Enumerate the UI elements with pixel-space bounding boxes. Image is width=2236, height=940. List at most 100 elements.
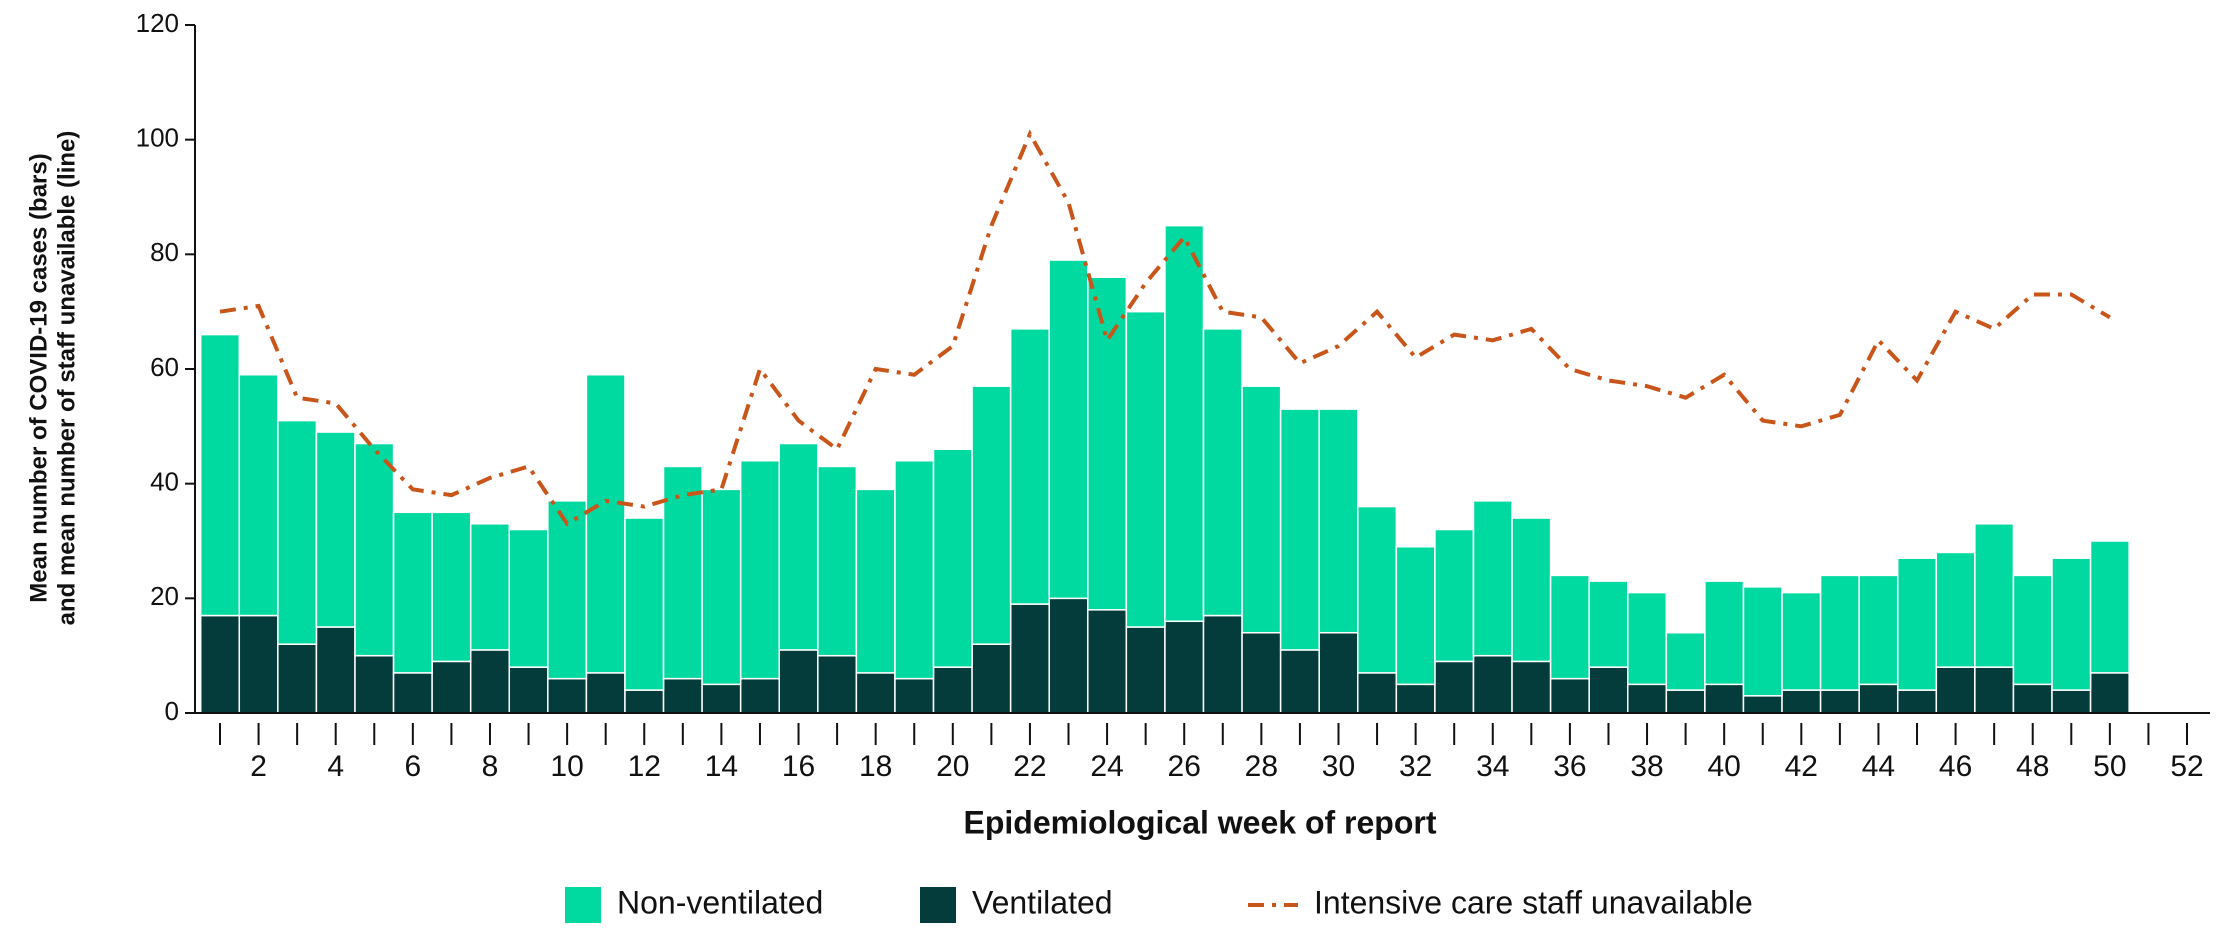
bar <box>1472 500 1513 657</box>
x-tick-label: 20 <box>936 750 969 783</box>
bar <box>1048 597 1089 714</box>
bar <box>1858 683 1899 714</box>
bar <box>315 431 356 628</box>
y-tick-label: 100 <box>136 123 179 153</box>
bar <box>1202 328 1243 617</box>
bar <box>1087 276 1128 611</box>
bar <box>739 677 780 714</box>
bar <box>1357 505 1398 674</box>
x-tick-label: 30 <box>1322 750 1355 783</box>
y-tick-label: 120 <box>136 8 179 38</box>
bar <box>585 672 626 714</box>
bar <box>739 459 780 680</box>
x-tick-label: 50 <box>2093 750 2126 783</box>
y-tick-label: 80 <box>150 237 179 267</box>
bar <box>932 666 973 714</box>
bar <box>1357 672 1398 714</box>
y-tick-label: 20 <box>150 581 179 611</box>
bar <box>2051 557 2092 691</box>
bar <box>469 649 511 714</box>
bar <box>469 523 511 651</box>
legend-item: Ventilated <box>920 884 1113 923</box>
x-tick-label: 6 <box>404 750 421 783</box>
x-tick-label: 24 <box>1090 750 1123 783</box>
bar <box>315 626 356 714</box>
x-tick-label: 12 <box>628 750 661 783</box>
bar <box>1395 545 1436 686</box>
bar <box>1048 259 1089 600</box>
x-tick-label: 8 <box>482 750 499 783</box>
x-tick-label: 28 <box>1245 750 1278 783</box>
bar <box>855 488 896 674</box>
bar <box>1588 580 1629 668</box>
bar <box>431 511 472 663</box>
bar <box>662 465 703 680</box>
bar <box>1588 666 1629 714</box>
bar <box>624 517 665 691</box>
x-axis-title: Epidemiological week of report <box>964 804 1437 840</box>
bar <box>1704 580 1745 686</box>
bar <box>1511 660 1552 714</box>
bar <box>1549 574 1590 680</box>
bar <box>1472 654 1513 714</box>
bar <box>1781 591 1822 691</box>
legend-item: Non-ventilated <box>565 884 823 923</box>
x-tick-label: 2 <box>250 750 267 783</box>
bar <box>894 459 935 680</box>
y-tick-label: 60 <box>150 352 179 382</box>
bar <box>1742 695 1783 714</box>
x-tick-label: 34 <box>1476 750 1509 783</box>
bar <box>855 672 896 714</box>
bar <box>1009 603 1050 714</box>
bar <box>1241 385 1282 634</box>
x-tick-label: 42 <box>1785 750 1818 783</box>
bar <box>894 677 935 714</box>
bar <box>1704 683 1745 714</box>
y-tick-label: 40 <box>150 467 179 497</box>
bar <box>277 419 318 645</box>
bar <box>1974 666 2015 714</box>
bar <box>662 677 703 714</box>
x-tick-label: 52 <box>2170 750 2203 783</box>
bar <box>1935 551 1976 668</box>
bar <box>547 500 588 680</box>
x-tick-label: 44 <box>1862 750 1895 783</box>
bar <box>277 643 318 714</box>
legend-item: Intensive care staff unavailable <box>1248 884 1753 920</box>
bar <box>1511 517 1552 663</box>
bar <box>508 528 549 668</box>
bar <box>354 442 395 657</box>
bar <box>932 448 973 668</box>
bar <box>1974 523 2015 668</box>
bar <box>1125 626 1166 714</box>
bar <box>701 488 742 686</box>
bar <box>1125 310 1166 628</box>
bar <box>1858 574 1899 686</box>
bar <box>238 614 279 714</box>
bar <box>971 643 1012 714</box>
bar <box>1742 586 1783 697</box>
bar <box>778 649 819 714</box>
bar <box>1781 689 1822 714</box>
bar <box>817 654 858 714</box>
x-tick-label: 48 <box>2016 750 2049 783</box>
bar <box>1279 408 1320 651</box>
bar <box>1665 689 1706 714</box>
bar <box>817 465 858 657</box>
bar <box>1202 614 1243 714</box>
bar <box>1395 683 1436 714</box>
x-tick-label: 26 <box>1168 750 1201 783</box>
bar <box>1896 557 1938 691</box>
x-tick-label: 32 <box>1399 750 1432 783</box>
bar <box>199 614 241 714</box>
bar <box>2012 683 2053 714</box>
bar <box>2089 672 2130 714</box>
bar <box>624 689 665 714</box>
bar <box>1627 683 1668 714</box>
bar <box>508 666 549 714</box>
bar <box>392 672 433 714</box>
bar <box>1549 677 1590 714</box>
bar <box>1164 620 1205 714</box>
bar <box>392 511 433 674</box>
